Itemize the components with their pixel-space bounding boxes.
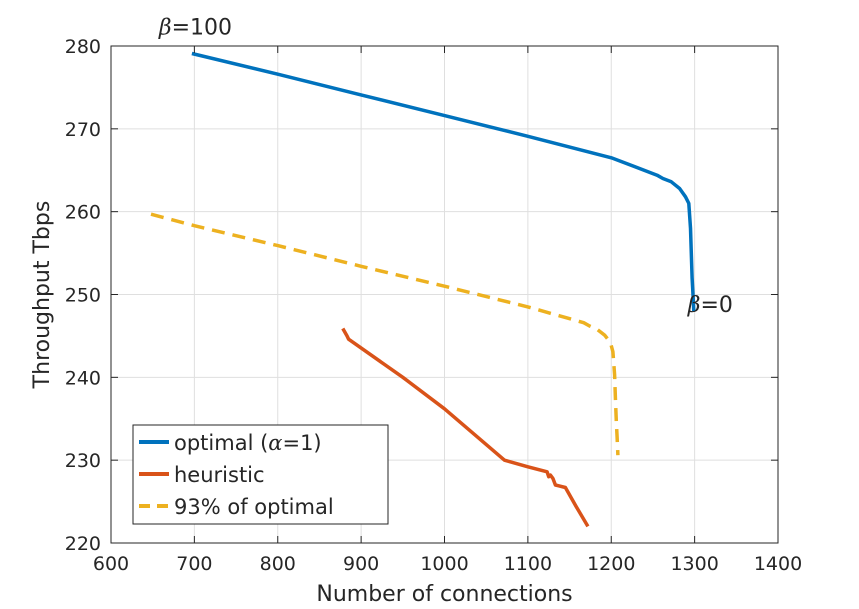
legend: optimal (α=1) heuristic 93% of optimal: [132, 424, 389, 525]
axis-ticks: 600 700 800 900 1000 1100 1200 1300 1400 220 230 24…: [65, 36, 802, 575]
y-tick-label: 260: [65, 202, 101, 224]
legend-box: [132, 424, 389, 525]
x-tick-label: 800: [260, 553, 296, 575]
y-tick-label: 250: [65, 285, 101, 307]
y-axis-label: Throughput Tbps: [30, 201, 55, 390]
legend-label-3: 93% of optimal: [174, 495, 334, 519]
y-tick-label: 220: [65, 533, 101, 555]
x-tick-label: 1000: [420, 553, 468, 575]
beta-annotation-2: β=0: [687, 293, 733, 318]
x-tick-label: 1300: [670, 553, 718, 575]
x-tick-label: 1400: [754, 553, 802, 575]
beta-symbol: β: [687, 293, 701, 318]
y-tick-label: 270: [65, 119, 101, 141]
legend-label-1: optimal (α=1): [174, 431, 322, 455]
beta-annotation-1: β=100: [158, 15, 232, 40]
y-tick-label: 240: [65, 367, 101, 389]
x-tick-label: 700: [176, 553, 212, 575]
y-tick-label: 280: [65, 36, 101, 58]
x-tick-label: 1100: [504, 553, 552, 575]
annotation-value: =100: [172, 15, 232, 40]
y-tick-label: 230: [65, 450, 101, 472]
series-lines: [150, 51, 696, 528]
beta-symbol: β: [158, 15, 172, 40]
series-line-1: [191, 51, 696, 312]
x-tick-label: 600: [93, 553, 129, 575]
legend-label-2: heuristic: [174, 463, 265, 487]
x-tick-label: 900: [343, 553, 379, 575]
x-axis-label: Number of connections: [316, 582, 572, 607]
x-tick-label: 1200: [587, 553, 635, 575]
annotation-value: =0: [701, 293, 733, 318]
series-line-2: [341, 327, 590, 528]
